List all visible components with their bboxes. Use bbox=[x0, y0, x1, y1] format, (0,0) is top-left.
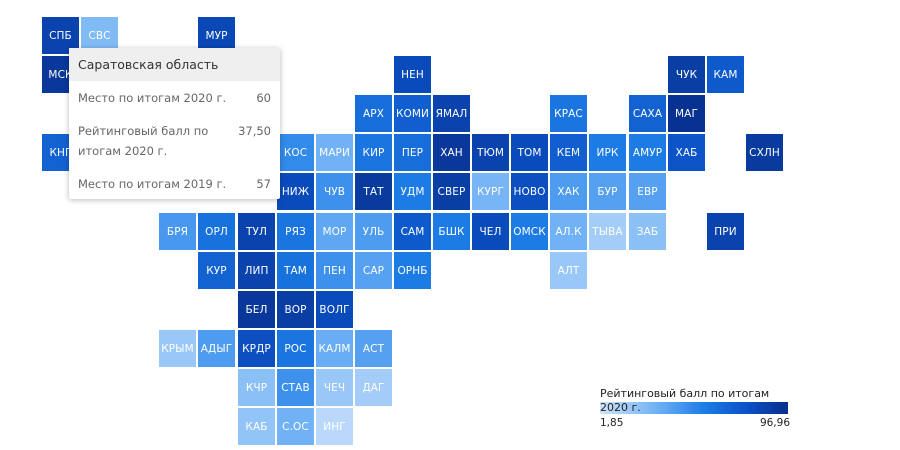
region-tile[interactable]: ПЕН bbox=[316, 252, 353, 289]
region-tile[interactable]: КУР bbox=[198, 252, 235, 289]
tooltip-value: 57 bbox=[256, 177, 271, 191]
tooltip-label: Место по итогам 2019 г. bbox=[78, 177, 227, 191]
region-tile[interactable]: ДАГ bbox=[355, 369, 392, 406]
region-tile[interactable]: БУР bbox=[589, 173, 626, 210]
region-tile[interactable]: МАГ bbox=[668, 95, 705, 132]
region-tile[interactable]: ПРИ bbox=[707, 213, 744, 250]
region-tile[interactable]: ОМСК bbox=[511, 213, 548, 250]
tooltip-label: Рейтинговый балл по итогам 2020 г. bbox=[78, 124, 209, 158]
region-tile[interactable]: СХЛН bbox=[746, 134, 783, 171]
tooltip-value: 60 bbox=[256, 91, 271, 105]
region-tile[interactable]: С.ОС bbox=[277, 408, 314, 445]
region-tile[interactable]: ТАМ bbox=[277, 252, 314, 289]
region-tile[interactable]: АДЫГ bbox=[198, 330, 235, 367]
region-tile[interactable]: САР bbox=[355, 252, 392, 289]
region-tile[interactable]: КАМ bbox=[707, 56, 744, 93]
region-tile[interactable]: СПБ bbox=[42, 17, 79, 54]
region-tile[interactable]: УЛЬ bbox=[355, 213, 392, 250]
region-tile[interactable]: ВОР bbox=[277, 291, 314, 328]
region-tile[interactable]: ХАБ bbox=[668, 134, 705, 171]
region-tile[interactable]: КУРГ bbox=[472, 173, 509, 210]
region-tile[interactable]: АЛТ bbox=[550, 252, 587, 289]
region-tile[interactable]: УДМ bbox=[394, 173, 431, 210]
region-tile[interactable]: КРАС bbox=[550, 95, 587, 132]
region-tile[interactable]: БЕЛ bbox=[238, 291, 275, 328]
region-tile[interactable]: МАРИ bbox=[316, 134, 353, 171]
region-tooltip: Саратовская область Место по итогам 2020… bbox=[69, 48, 280, 199]
region-tile[interactable]: АРХ bbox=[355, 95, 392, 132]
region-tile[interactable]: АМУР bbox=[629, 134, 666, 171]
region-tile[interactable]: НИЖ bbox=[277, 173, 314, 210]
region-tile[interactable]: КОС bbox=[277, 134, 314, 171]
region-tile[interactable]: САХА bbox=[629, 95, 666, 132]
legend-labels: 1,85 96,96 bbox=[600, 417, 790, 429]
region-tile[interactable]: ХАК bbox=[550, 173, 587, 210]
legend-title: Рейтинговый балл по итогам 2020 г. bbox=[600, 387, 770, 414]
region-tile[interactable]: КРЫМ bbox=[159, 330, 196, 367]
region-tile[interactable]: ЧЕЧ bbox=[316, 369, 353, 406]
region-tile[interactable]: ВОЛГ bbox=[316, 291, 353, 328]
tooltip-row-place-2019: Место по итогам 2019 г. 57 bbox=[78, 174, 271, 194]
region-tile[interactable]: НОВО bbox=[511, 173, 548, 210]
region-tile[interactable]: БРЯ bbox=[159, 213, 196, 250]
region-tile[interactable]: КАЛМ bbox=[316, 330, 353, 367]
region-tile[interactable]: БШК bbox=[433, 213, 470, 250]
tooltip-row-score-2020: Рейтинговый балл по итогам 2020 г. 37,50 bbox=[78, 121, 271, 161]
tooltip-row-place-2020: Место по итогам 2020 г. 60 bbox=[78, 88, 271, 108]
legend-min-label: 1,85 bbox=[600, 417, 624, 429]
tooltip-value: 37,50 bbox=[238, 124, 271, 138]
region-tile[interactable]: КЕМ bbox=[550, 134, 587, 171]
region-tile[interactable]: СВС bbox=[81, 17, 118, 54]
legend-max-label: 96,96 bbox=[759, 417, 790, 429]
region-tile[interactable]: ИНГ bbox=[316, 408, 353, 445]
region-tile[interactable]: ОРНБ bbox=[394, 252, 431, 289]
legend-gradient-bar bbox=[600, 402, 788, 414]
region-tile[interactable]: ПЕР bbox=[394, 134, 431, 171]
region-tile[interactable]: ОРЛ bbox=[198, 213, 235, 250]
region-tile[interactable]: СВЕР bbox=[433, 173, 470, 210]
region-tile[interactable]: АЛ.К bbox=[550, 213, 587, 250]
region-tile[interactable]: ЛИП bbox=[238, 252, 275, 289]
region-tile[interactable]: МОР bbox=[316, 213, 353, 250]
region-tile[interactable]: ТОМ bbox=[511, 134, 548, 171]
region-tile[interactable]: ИРК bbox=[589, 134, 626, 171]
region-tile[interactable]: НЕН bbox=[394, 56, 431, 93]
region-tile[interactable]: ЧЕЛ bbox=[472, 213, 509, 250]
tooltip-title: Саратовская область bbox=[69, 48, 280, 81]
region-tile[interactable]: МУР bbox=[198, 17, 235, 54]
region-tile[interactable]: ТАТ bbox=[355, 173, 392, 210]
tooltip-label: Место по итогам 2020 г. bbox=[78, 91, 227, 105]
region-tile[interactable]: РЯЗ bbox=[277, 213, 314, 250]
region-tile[interactable]: ТЫВА bbox=[589, 213, 626, 250]
region-tile[interactable]: ЯМАЛ bbox=[433, 95, 470, 132]
region-tile[interactable]: РОС bbox=[277, 330, 314, 367]
region-tile[interactable]: ЕВР bbox=[629, 173, 666, 210]
region-tile[interactable]: КАБ bbox=[238, 408, 275, 445]
region-tile[interactable]: ХАН bbox=[433, 134, 470, 171]
region-tile[interactable]: КРДР bbox=[238, 330, 275, 367]
region-tile[interactable]: СТАВ bbox=[277, 369, 314, 406]
region-tile[interactable]: ЗАБ bbox=[629, 213, 666, 250]
region-tile[interactable]: ТЮМ bbox=[472, 134, 509, 171]
region-tile[interactable]: САМ bbox=[394, 213, 431, 250]
region-tile[interactable]: КОМИ bbox=[394, 95, 431, 132]
region-tile[interactable]: КИР bbox=[355, 134, 392, 171]
region-tile[interactable]: ЧУК bbox=[668, 56, 705, 93]
color-legend: Рейтинговый балл по итогам 2020 г. 1,85 … bbox=[600, 387, 790, 429]
region-tile[interactable]: КЧР bbox=[238, 369, 275, 406]
region-tile[interactable]: АСТ bbox=[355, 330, 392, 367]
region-tile[interactable]: ТУЛ bbox=[238, 213, 275, 250]
region-tile[interactable]: ЧУВ bbox=[316, 173, 353, 210]
